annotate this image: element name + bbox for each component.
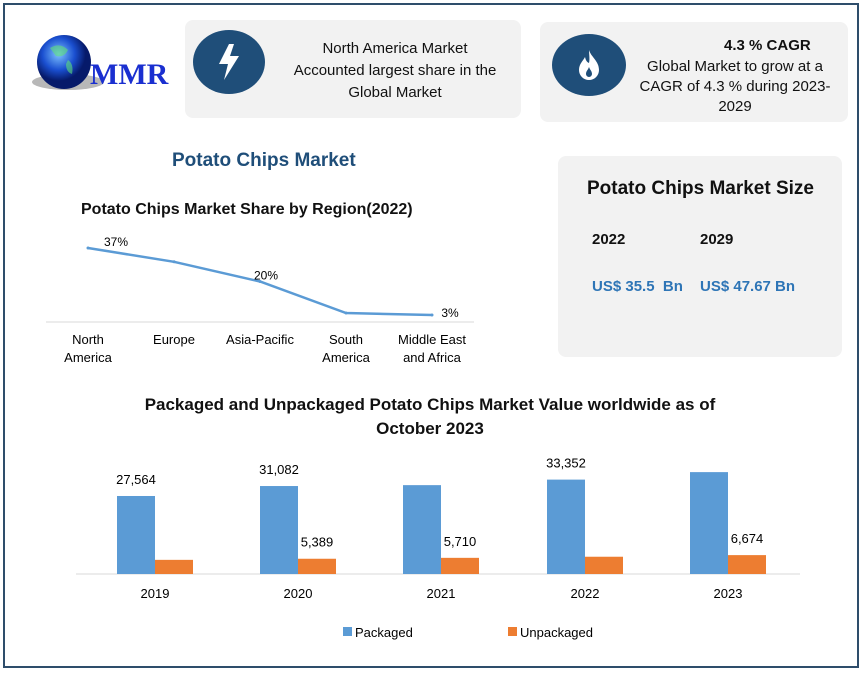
highlight-card-cagr: 4.3 % CAGR Global Market to grow at a CA… [540,22,848,122]
packaged-unpackaged-bar-chart: 27,564 31,082 33,352 5,389 5,710 6,674 2019 202… [76,456,800,640]
packaged-bar [690,472,728,574]
cagr-title: 4.3 % CAGR [724,37,811,54]
data-label: 31,082 [259,462,299,477]
packaged-bar [547,479,585,574]
legend-swatch [343,627,352,636]
x-tick-label: North [72,332,104,347]
highlight-card-north-america: North America Market Accounted largest s… [185,20,521,118]
bar-chart-title: October 2023 [376,419,484,438]
data-point [258,280,262,284]
globe-icon [32,35,104,90]
x-tick-label: America [64,350,112,365]
data-label: 5,710 [444,534,477,549]
mmr-logo: MMR [28,30,183,95]
unpackaged-bar [298,558,336,574]
x-tick-label: Middle East [398,332,466,347]
packaged-bar [260,486,298,574]
unpackaged-bar [728,555,766,574]
logo-text: MMR [90,58,169,91]
packaged-bar [403,485,441,574]
flame-icon [552,34,626,96]
data-label: 37% [104,235,128,249]
data-label: 20% [254,269,278,283]
legend-swatch [508,627,517,636]
market-size-title: Potato Chips Market Size [587,178,814,199]
data-label: 33,352 [546,456,586,471]
data-label: 6,674 [731,531,764,546]
unpackaged-bar [155,559,193,574]
highlight1-line: Accounted largest share in the [293,62,497,79]
x-tick-label: 2019 [141,586,170,601]
x-tick-label: 2020 [284,586,313,601]
data-point [344,311,348,315]
lightning-bolt-icon [193,30,265,94]
region-share-line-chart: 37% North America Europe 20% Asia-Pacific Sout… [46,235,474,365]
unpackaged-bar [585,556,623,574]
year-2029: 2029 [700,231,734,248]
highlight2-line: CAGR of 4.3 % during 2023- [639,78,831,95]
x-tick-label: Asia-Pacific [226,332,294,347]
x-tick-label: 2021 [427,586,456,601]
x-tick-label: 2022 [571,586,600,601]
market-size-card: Potato Chips Market Size 2022 2029 US$ 3… [558,156,842,357]
year-2022: 2022 [592,231,626,248]
highlight1-line: North America Market [322,40,468,57]
highlight2-line: Global Market to grow at a [647,58,823,75]
page-title: Potato Chips Market [172,150,356,171]
data-label: 3% [441,306,459,320]
legend-label: Unpackaged [520,625,593,640]
data-point [430,313,434,317]
value-2029: US$ 47.67 Bn [700,278,796,295]
x-tick-label: and Africa [403,350,462,365]
value-2022: US$ 35.5 Bn [592,278,683,295]
data-label: 27,564 [116,472,156,487]
packaged-bar [117,495,155,574]
bar-chart-title: Packaged and Unpackaged Potato Chips Mar… [144,395,716,414]
data-point [172,260,176,264]
line-chart-title: Potato Chips Market Share by Region(2022… [81,201,413,218]
x-tick-label: America [322,350,370,365]
x-tick-label: South [329,332,363,347]
infographic-frame [3,3,859,668]
data-label: 5,389 [301,535,334,550]
unpackaged-bar [441,557,479,574]
x-tick-label: Europe [153,332,195,347]
data-point [86,246,90,250]
legend-label: Packaged [355,625,413,640]
highlight2-line: 2029 [718,98,752,115]
highlight1-line: Global Market [348,84,442,101]
x-tick-label: 2023 [714,586,743,601]
